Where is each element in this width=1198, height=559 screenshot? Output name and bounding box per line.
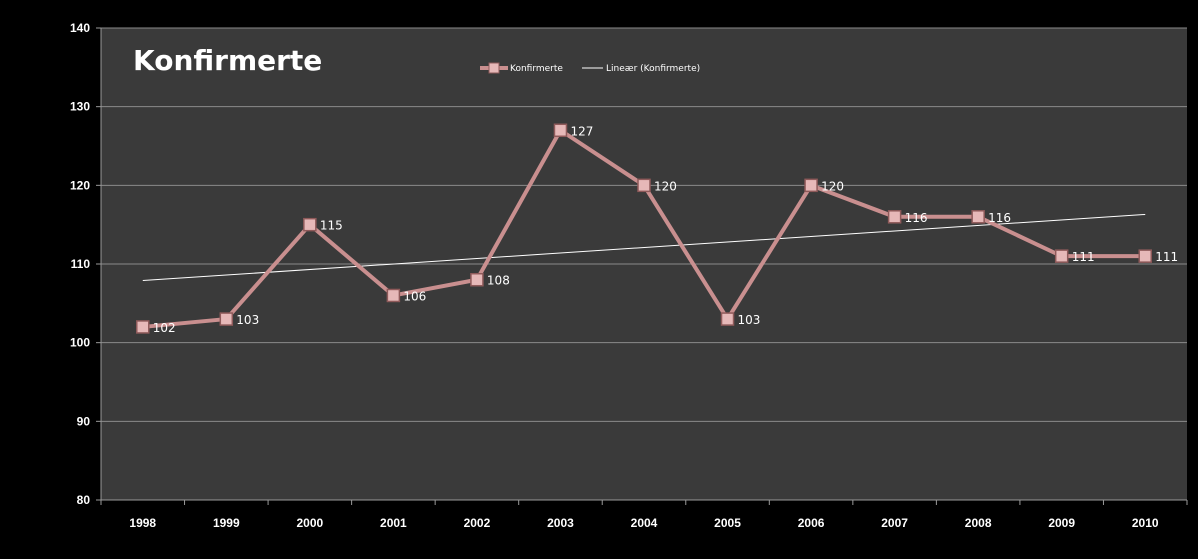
data-point-marker (470, 272, 484, 287)
x-tick-label: 2008 (965, 516, 992, 530)
x-tick-label: 2010 (1132, 516, 1159, 530)
x-axis-ticks: 1998 1999 2000 2001 2002 2003 2004 2005 2006 2007… (129, 516, 1158, 530)
data-label: 106 (403, 289, 426, 303)
data-point-marker (971, 210, 985, 224)
trendline (142, 213, 1146, 282)
legend-trendline-label: Lineær (Konfirmerte) (606, 64, 700, 74)
x-tick-label: 2006 (798, 516, 825, 530)
axes (96, 27, 1188, 505)
y-tick-label: 100 (70, 336, 90, 350)
data-label: 111 (1072, 250, 1095, 264)
data-point-marker (136, 320, 150, 334)
y-tick-label: 110 (71, 257, 91, 271)
legend: Konfirmerte Lineær (Konfirmerte) (480, 62, 700, 74)
data-point-marker (1054, 249, 1069, 263)
y-tick-label: 120 (70, 178, 90, 192)
data-label: 103 (236, 313, 259, 327)
data-label: 103 (738, 313, 761, 327)
data-point-marker (386, 288, 401, 303)
y-tick-label: 140 (70, 21, 90, 35)
y-tick-label: 80 (77, 493, 91, 507)
data-label: 111 (1155, 250, 1178, 264)
x-tick-label: 2005 (714, 516, 741, 530)
data-label: 127 (570, 124, 593, 138)
data-label: 116 (905, 211, 928, 225)
data-label: 120 (654, 179, 677, 193)
data-point-marker (804, 178, 818, 193)
y-axis-ticks: 80 90 100 110 120 130 140 (70, 21, 90, 507)
data-label: 102 (153, 321, 176, 335)
legend-series-marker (488, 62, 500, 74)
data-label: 116 (988, 211, 1011, 225)
chart-title: Konfirmerte (133, 44, 322, 77)
data-label: 120 (821, 179, 844, 193)
x-tick-label: 2002 (464, 516, 491, 530)
y-tick-label: 90 (77, 414, 91, 428)
y-tick-label: 130 (70, 100, 90, 114)
x-tick-label: 1999 (213, 516, 240, 530)
x-tick-label: 2009 (1048, 516, 1075, 530)
x-tick-label: 2000 (296, 516, 323, 530)
data-label: 108 (487, 274, 510, 288)
data-point-marker (887, 210, 902, 224)
data-point-marker (219, 312, 234, 326)
series-markers (136, 123, 1152, 334)
x-tick-label: 2001 (380, 516, 407, 530)
data-point-marker (1138, 249, 1152, 263)
data-point-marker (553, 123, 568, 138)
x-tick-label: 1998 (129, 516, 156, 530)
data-label: 115 (320, 219, 343, 233)
x-tick-label: 2003 (547, 516, 574, 530)
x-tick-label: 2007 (881, 516, 908, 530)
data-point-marker (303, 217, 317, 232)
data-point-marker (637, 178, 651, 193)
data-point-marker (720, 312, 735, 326)
data-labels: 102 103 115 106 108 127 120 103 120 116 116 111 111 (153, 124, 1178, 335)
x-tick-label: 2004 (631, 516, 658, 530)
legend-series-label: Konfirmerte (510, 64, 563, 74)
